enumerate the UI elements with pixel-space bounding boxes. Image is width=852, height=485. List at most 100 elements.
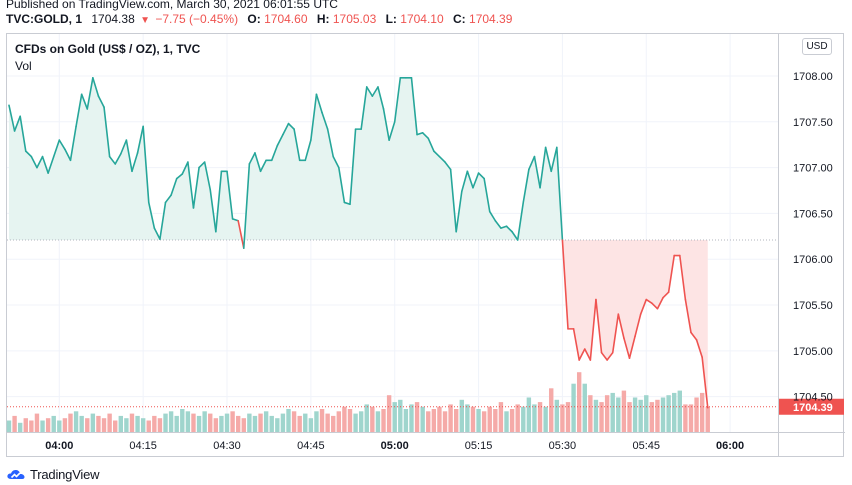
price-segment — [667, 254, 676, 294]
price-segment — [684, 298, 692, 334]
price-segment — [203, 161, 212, 191]
price-segment — [175, 173, 184, 180]
volume-bar — [308, 418, 314, 432]
price-segment — [695, 339, 703, 359]
volume-bar — [437, 406, 442, 432]
price-segment — [103, 106, 111, 158]
volume-bar — [459, 399, 464, 432]
volume-bar — [532, 404, 537, 432]
price-segment — [460, 170, 469, 193]
tradingview-cloud-icon — [7, 469, 25, 479]
volume-bar — [157, 418, 163, 432]
volume-bar — [582, 383, 587, 432]
volume-bar — [403, 409, 409, 432]
price-segment — [678, 254, 687, 301]
volume-bar — [414, 402, 420, 432]
volume-bar — [224, 413, 230, 432]
price-segment — [606, 351, 614, 361]
volume-bar — [370, 406, 375, 432]
price-segment — [360, 86, 368, 130]
price-segment — [215, 170, 223, 233]
volume-bar — [487, 406, 492, 432]
volume-bar — [448, 404, 453, 432]
volume-bar — [17, 422, 23, 432]
volume-bar — [604, 395, 610, 432]
price-segment — [47, 155, 55, 174]
volume-bar — [576, 372, 582, 432]
price-segment — [114, 153, 122, 165]
price-segment — [382, 108, 390, 141]
price-segment — [483, 177, 491, 213]
price-segment — [181, 161, 189, 175]
low-value: 1704.10 — [400, 12, 444, 26]
volume-bar — [180, 409, 185, 432]
last-price-label: 1704.39 — [793, 402, 833, 414]
price-segment — [639, 298, 648, 316]
y-tick-label: 1704.50 — [793, 392, 833, 404]
volume-bar — [621, 390, 627, 432]
price-segment — [472, 172, 480, 189]
price-segment — [147, 201, 156, 229]
price-segment — [533, 155, 541, 189]
price-segment — [595, 298, 603, 354]
x-tick-label: 04:15 — [129, 440, 157, 452]
volume-bar — [96, 415, 101, 432]
volume-bar — [280, 413, 286, 432]
volume-bar — [263, 411, 269, 432]
price-segment — [349, 128, 357, 206]
price-segment — [421, 131, 430, 140]
price-segment — [505, 225, 513, 233]
close-value: 1704.39 — [469, 12, 513, 26]
price-segment — [159, 201, 167, 240]
volume-bar — [465, 404, 470, 432]
currency-button[interactable]: USD — [802, 38, 832, 55]
volume-bar — [588, 395, 593, 432]
price-segment — [427, 137, 435, 152]
price-segment — [192, 166, 200, 209]
symbol-bar: TVC:GOLD, 1 1704.38 ▼ −7.75 (−0.45%) O: … — [6, 12, 512, 26]
price-segment — [561, 239, 569, 330]
price-segment — [455, 190, 463, 233]
volume-bar — [191, 413, 196, 432]
tradingview-logo[interactable]: TradingView — [6, 466, 100, 482]
volume-bar — [269, 415, 274, 432]
volume-bar — [252, 415, 258, 432]
price-segment — [494, 219, 502, 229]
legend-vol: Vol — [15, 59, 32, 73]
volume-bar — [699, 392, 705, 432]
symbol-name: TVC:GOLD, 1 — [6, 12, 83, 26]
volume-bar — [297, 415, 302, 432]
chart-frame — [6, 33, 844, 457]
volume-bar — [398, 399, 403, 432]
price-segment — [556, 146, 564, 241]
volume-bar — [291, 411, 297, 432]
volume-bar — [627, 402, 632, 432]
volume-bar — [258, 413, 263, 432]
price-segment — [589, 298, 597, 361]
price-segment — [550, 146, 558, 173]
price-segment — [75, 93, 83, 128]
volume-bar — [29, 420, 34, 432]
price-segment — [287, 122, 295, 130]
volume-bar — [610, 392, 615, 432]
volume-bar — [347, 409, 353, 432]
volume-bar — [554, 399, 560, 432]
price-segment — [438, 155, 446, 163]
volume-bar — [275, 418, 280, 432]
price-segment — [511, 230, 519, 241]
volume-bar — [386, 395, 392, 432]
price-segment — [500, 225, 508, 229]
volume-bar — [560, 404, 565, 432]
price-segment — [242, 163, 251, 250]
volume-bar — [303, 413, 308, 432]
price-segment — [198, 161, 206, 169]
price-segment — [30, 155, 38, 169]
price-segment — [544, 146, 553, 173]
volume-bar — [342, 406, 347, 432]
volume-bar — [135, 415, 140, 432]
volume-bar — [196, 415, 202, 432]
price-segment — [64, 148, 72, 162]
price-segment — [80, 93, 89, 110]
y-tick-label: 1705.00 — [793, 346, 833, 358]
